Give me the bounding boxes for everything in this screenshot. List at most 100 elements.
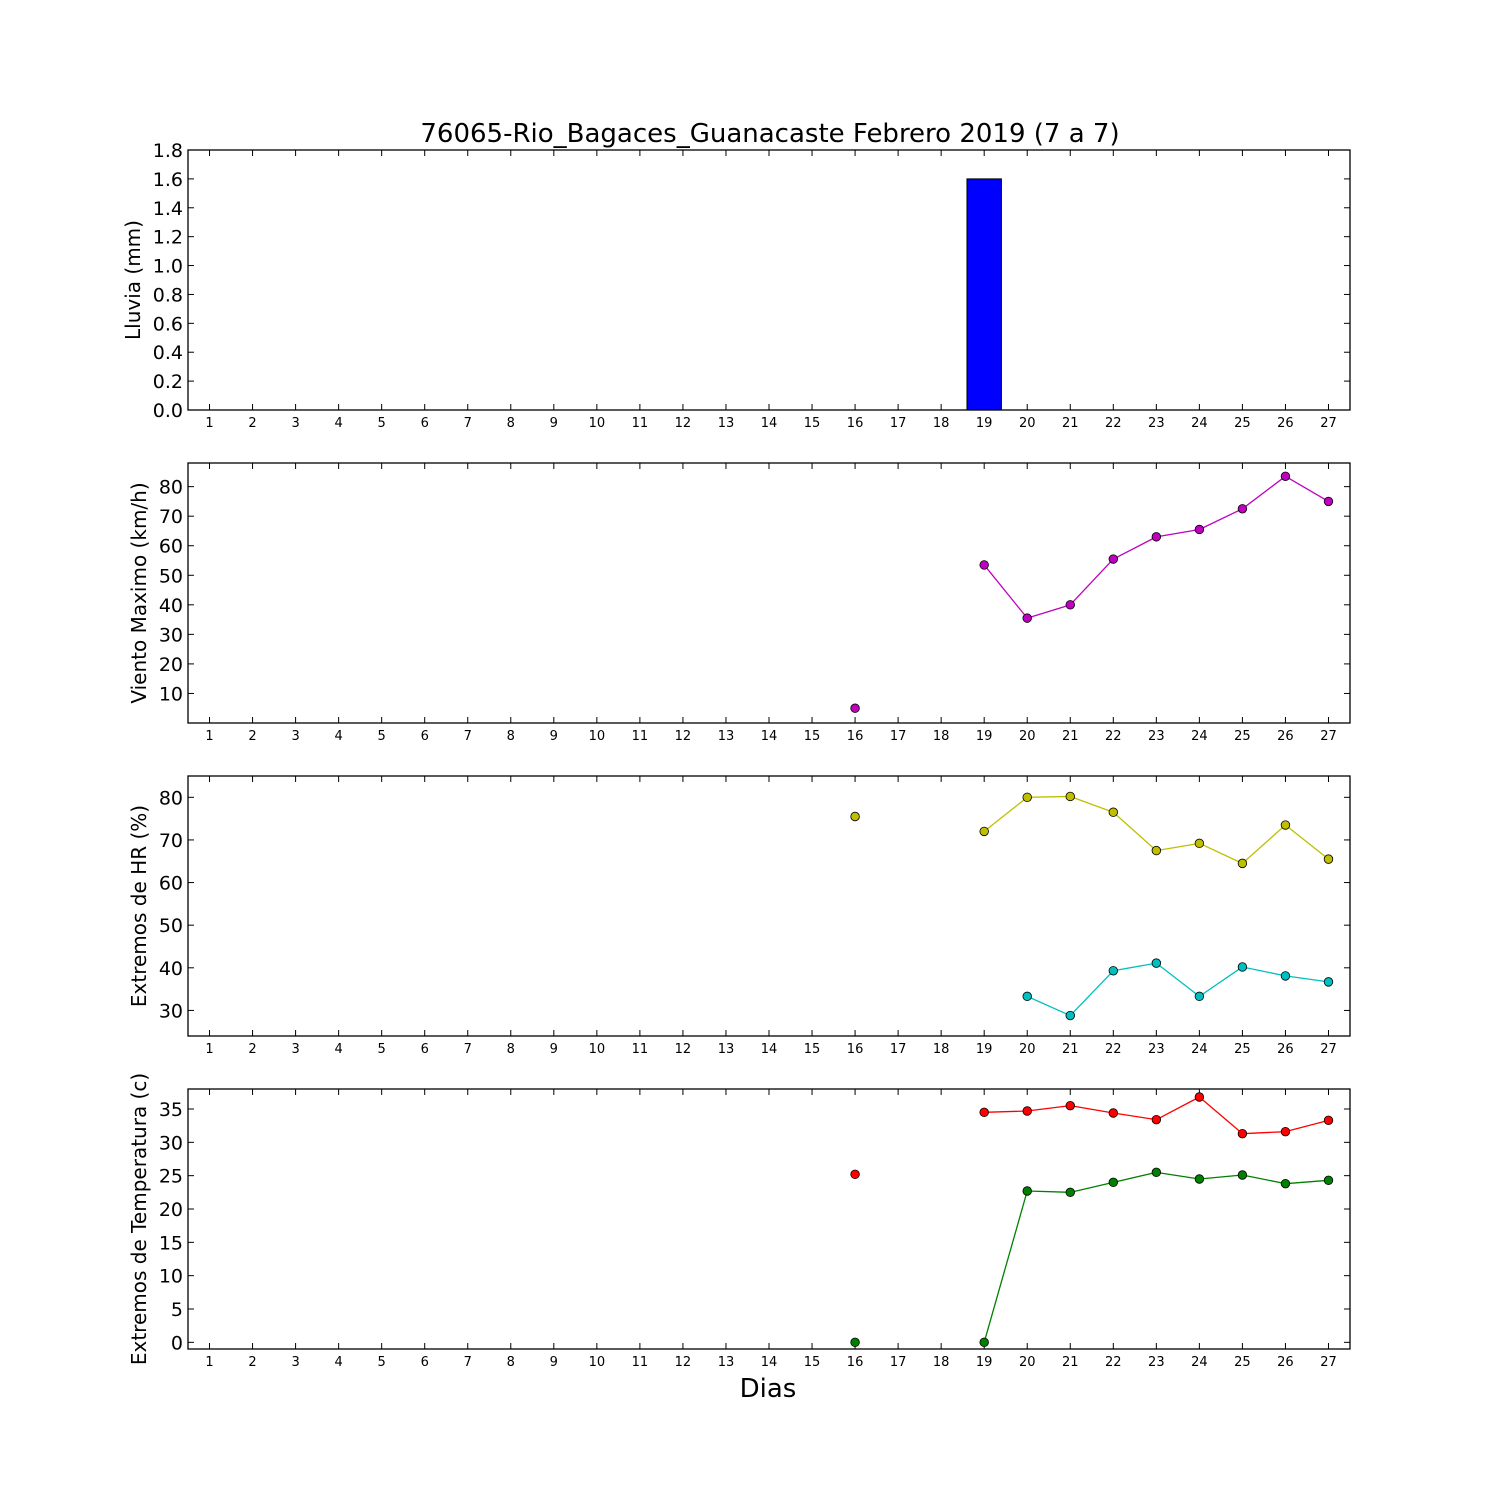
series-2-point (1194, 1174, 1205, 1184)
y-tick-label: 35 (159, 1099, 183, 1121)
x-tick-label: 9 (550, 416, 558, 431)
series-1-point (1065, 600, 1075, 610)
panels: 0.00.20.40.60.81.01.21.41.61.81 2 3 4 5 6 7 8 9 1… (121, 140, 1351, 1370)
series-1-line-segment (1199, 842, 1243, 864)
x-tick-label: 6 (421, 416, 429, 431)
series-2-line-segment (1113, 1171, 1157, 1183)
series-1-point (1194, 524, 1205, 535)
series-2-point (1022, 991, 1032, 1002)
x-tick-label: 24 (1191, 729, 1208, 744)
x-tick-label: 12 (675, 1042, 692, 1057)
x-tick-label: 19 (976, 1042, 993, 1057)
x-tick-label: 12 (675, 416, 692, 431)
x-tick-label: 26 (1277, 416, 1294, 431)
x-tick-label: 19 (976, 1355, 993, 1370)
x-tick-label: 1 (205, 1355, 213, 1370)
x-tick-label: 26 (1277, 1355, 1294, 1370)
x-tick-label: 22 (1105, 729, 1122, 744)
y-tick-label: 15 (159, 1232, 183, 1254)
x-tick-label: 3 (291, 1042, 299, 1057)
x-tick-label: 10 (589, 1355, 606, 1370)
series-1-line-segment (1156, 528, 1200, 538)
x-tick-label: 26 (1277, 729, 1294, 744)
series-2-point (1280, 1178, 1291, 1189)
series-1-line-segment (1112, 536, 1157, 560)
x-tick-label: 1 (205, 416, 213, 431)
series-1-point (1108, 807, 1118, 817)
series-2-point (1237, 962, 1248, 972)
y-tick-label: 1.0 (153, 256, 183, 278)
x-tick-label: 4 (334, 1042, 342, 1057)
y-tick-label: 60 (159, 536, 183, 558)
x-tick-label: 12 (675, 729, 692, 744)
x-tick-label: 11 (632, 1355, 649, 1370)
series-1-point (1065, 1100, 1075, 1111)
x-tick-label: 27 (1320, 416, 1337, 431)
bar (966, 178, 1002, 411)
x-tick-label: 15 (804, 1355, 821, 1370)
x-tick-label: 2 (248, 1042, 256, 1057)
y-tick-label: 20 (159, 654, 183, 676)
series-2-point (1237, 1170, 1248, 1180)
series-2-line-segment (1285, 975, 1329, 983)
y-tick-label: 30 (159, 1132, 183, 1154)
x-tick-label: 23 (1148, 416, 1165, 431)
x-tick-label: 6 (421, 1042, 429, 1057)
series-1-point (1151, 532, 1162, 542)
series-2-point (1151, 958, 1162, 968)
x-tick-label: 20 (1019, 1355, 1036, 1370)
y-tick-label: 50 (159, 565, 183, 587)
series-1-line-segment (1069, 558, 1114, 606)
series-1-point (850, 1169, 860, 1180)
series-1-line-segment (1242, 475, 1286, 510)
x-tick-label: 5 (378, 416, 386, 431)
y-tick-label: 40 (159, 595, 183, 617)
series-1-line-segment (1199, 508, 1243, 531)
series-2-point (1323, 1175, 1334, 1186)
y-tick-label: 50 (159, 915, 183, 937)
series-1-line-segment (1242, 1131, 1286, 1135)
series-1-point (850, 811, 860, 822)
series-2-line-segment (1026, 995, 1071, 1017)
x-tick-label: 22 (1105, 1042, 1122, 1057)
series-1-line-segment (1156, 1096, 1200, 1121)
series-1-line-segment (984, 1110, 1028, 1113)
x-tick-label: 3 (291, 416, 299, 431)
y-tick-label: 0.2 (153, 371, 183, 393)
series-1-point (1237, 1128, 1248, 1139)
series-1-point (1237, 504, 1248, 514)
x-tick-label: 6 (421, 1355, 429, 1370)
series-2-point (1280, 971, 1291, 981)
x-tick-label: 24 (1191, 1355, 1208, 1370)
series-2-line-segment (1242, 1174, 1286, 1185)
series-1-point (850, 703, 860, 713)
x-tick-label: 7 (464, 1042, 472, 1057)
series-2-line-segment (1070, 1181, 1114, 1193)
series-2-line-segment (1199, 1174, 1243, 1180)
series-1-point (1323, 854, 1334, 864)
x-tick-label: 18 (933, 1042, 950, 1057)
x-tick-label: 12 (675, 1355, 692, 1370)
x-tick-label: 4 (334, 729, 342, 744)
series-2-line-segment (1027, 1190, 1071, 1193)
x-tick-label: 17 (890, 1042, 907, 1057)
x-tick-label: 15 (804, 729, 821, 744)
x-tick-label: 22 (1105, 416, 1122, 431)
series-2-line-segment (1069, 970, 1114, 1016)
x-tick-label: 16 (847, 1355, 864, 1370)
y-tick-label: 0.4 (153, 342, 183, 364)
x-axis-label: Dias (740, 1374, 797, 1404)
y-tick-label: 30 (159, 1000, 183, 1022)
x-tick-label: 18 (933, 1355, 950, 1370)
y-tick-label: 0.6 (153, 313, 183, 335)
series-1-line-segment (1285, 1119, 1329, 1133)
x-tick-label: 17 (890, 416, 907, 431)
series-1-point (979, 826, 989, 837)
y-tick-label: 30 (159, 624, 183, 646)
series-1-line-segment (1112, 811, 1157, 852)
x-tick-label: 21 (1062, 1355, 1079, 1370)
y-tick-label: 10 (159, 683, 183, 705)
series-1-point (1108, 1108, 1118, 1118)
